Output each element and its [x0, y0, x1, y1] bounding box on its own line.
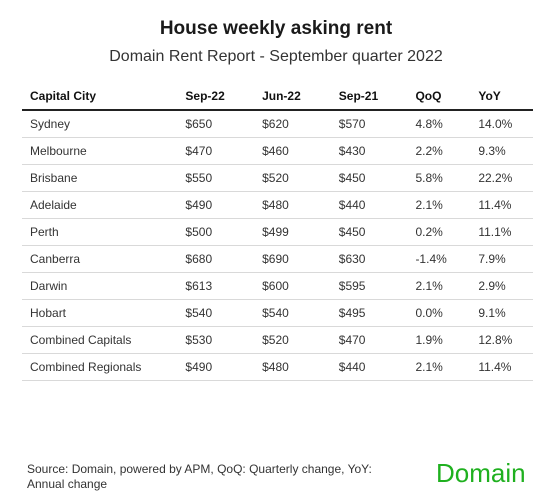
value-cell: 1.9% — [415, 326, 479, 354]
value-cell: 0.0% — [415, 299, 479, 327]
value-cell: $480 — [262, 191, 339, 219]
value-cell: $520 — [262, 164, 339, 192]
value-cell: $499 — [262, 218, 339, 246]
value-cell: 2.2% — [415, 137, 479, 165]
domain-logo: Domain — [436, 458, 526, 488]
value-cell: $440 — [338, 191, 416, 219]
value-cell: 2.1% — [415, 353, 479, 381]
value-cell: $630 — [338, 245, 416, 273]
value-cell: $600 — [262, 272, 339, 300]
value-cell: 12.8% — [478, 326, 533, 354]
value-cell: 22.2% — [478, 164, 533, 192]
table-body: Sydney $650 $620 $570 4.8% 14.0% Melbourne $470… — [22, 110, 533, 381]
city-name-cell: Melbourne — [22, 137, 186, 165]
value-cell: $490 — [185, 353, 263, 381]
value-cell: 2.1% — [415, 272, 479, 300]
city-name-cell: Canberra — [22, 245, 186, 273]
value-cell: $470 — [338, 326, 416, 354]
city-name-cell: Darwin — [22, 272, 186, 300]
column-header: Capital City — [22, 83, 186, 111]
rent-table: Capital City Sep-22 Jun-22 Sep-21 QoQ YoY Syd… — [22, 83, 533, 381]
value-cell: $530 — [185, 326, 263, 354]
city-name-cell: Combined Capitals — [22, 326, 186, 354]
value-cell: $680 — [185, 245, 263, 273]
table-header-row: Capital City Sep-22 Jun-22 Sep-21 QoQ YoY — [22, 83, 533, 111]
value-cell: 11.4% — [478, 353, 533, 381]
value-cell: 14.0% — [478, 110, 533, 138]
value-cell: $550 — [185, 164, 263, 192]
value-cell: $480 — [262, 353, 339, 381]
table-row: Sydney $650 $620 $570 4.8% 14.0% — [22, 110, 533, 138]
value-cell: $540 — [262, 299, 339, 327]
value-cell: 11.4% — [478, 191, 533, 219]
value-cell: $470 — [185, 137, 263, 165]
value-cell: $540 — [185, 299, 263, 327]
chart-title: House weekly asking rent — [159, 18, 393, 39]
value-cell: 2.9% — [478, 272, 533, 300]
value-cell: $450 — [338, 218, 416, 246]
chart-subtitle: Domain Rent Report - September quarter 2… — [109, 48, 443, 65]
value-cell: $520 — [262, 326, 339, 354]
city-name-cell: Sydney — [22, 110, 186, 138]
city-name-cell: Hobart — [22, 299, 186, 327]
column-header: Jun-22 — [262, 83, 339, 111]
value-cell: $450 — [338, 164, 416, 192]
value-cell: -1.4% — [415, 245, 479, 273]
value-cell: $595 — [338, 272, 416, 300]
value-cell: $570 — [338, 110, 416, 138]
value-cell: 4.8% — [415, 110, 479, 138]
value-cell: 5.8% — [415, 164, 479, 192]
value-cell: $620 — [262, 110, 339, 138]
city-name-cell: Combined Regionals — [22, 353, 186, 381]
source-note: Source: Domain, powered by APM, QoQ: Qua… — [27, 462, 372, 491]
value-cell: $430 — [338, 137, 416, 165]
column-header: QoQ — [415, 83, 479, 111]
value-cell: 11.1% — [478, 218, 533, 246]
value-cell: $440 — [338, 353, 416, 381]
column-header: Sep-21 — [338, 83, 416, 111]
value-cell: $490 — [185, 191, 263, 219]
table-row: Melbourne $470 $460 $430 2.2% 9.3% — [22, 137, 533, 165]
value-cell: $495 — [338, 299, 416, 327]
city-name-cell: Perth — [22, 218, 186, 246]
value-cell: 9.1% — [478, 299, 533, 327]
value-cell: $650 — [185, 110, 263, 138]
table-row: Brisbane $550 $520 $450 5.8% 22.2% — [22, 164, 533, 192]
value-cell: $613 — [185, 272, 263, 300]
value-cell: 7.9% — [478, 245, 533, 273]
city-name-cell: Brisbane — [22, 164, 186, 192]
value-cell: 0.2% — [415, 218, 479, 246]
table-row: Hobart $540 $540 $495 0.0% 9.1% — [22, 299, 533, 327]
value-cell: 2.1% — [415, 191, 479, 219]
value-cell: $690 — [262, 245, 339, 273]
table-row: Canberra $680 $690 $630 -1.4% 7.9% — [22, 245, 533, 273]
column-header: YoY — [478, 83, 533, 111]
table-row: Darwin $613 $600 $595 2.1% 2.9% — [22, 272, 533, 300]
value-cell: $460 — [262, 137, 339, 165]
table-row: Combined Regionals $490 $480 $440 2.1% 11.4% — [22, 353, 533, 381]
table-row: Perth $500 $499 $450 0.2% 11.1% — [22, 218, 533, 246]
table-row: Combined Capitals $530 $520 $470 1.9% 12.8% — [22, 326, 533, 354]
value-cell: $500 — [185, 218, 263, 246]
table-row: Adelaide $490 $480 $440 2.1% 11.4% — [22, 191, 533, 219]
city-name-cell: Adelaide — [22, 191, 186, 219]
column-header: Sep-22 — [185, 83, 263, 111]
value-cell: 9.3% — [478, 137, 533, 165]
